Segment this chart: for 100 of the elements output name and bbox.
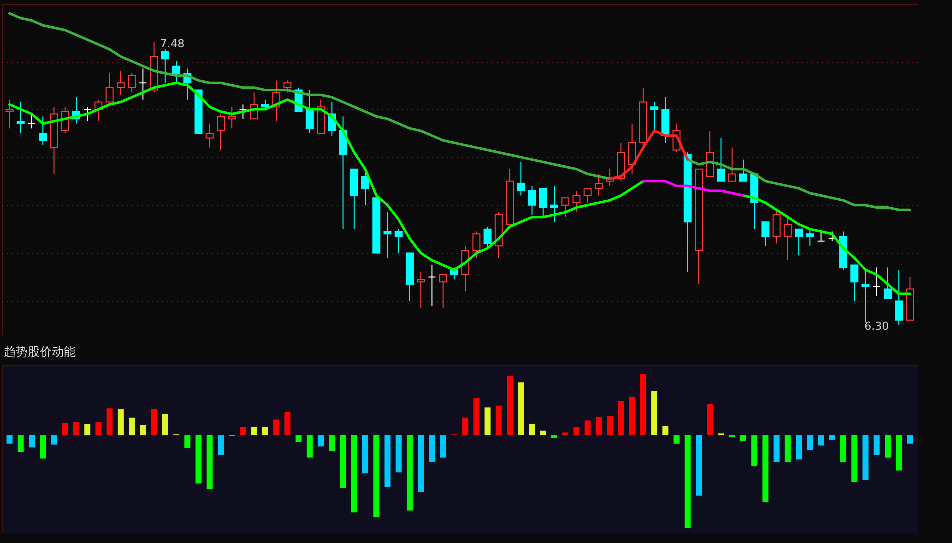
candlestick: [717, 138, 726, 182]
candlestick: [739, 159, 748, 182]
bar: [884, 436, 891, 458]
bar: [862, 436, 869, 480]
bar: [807, 436, 814, 450]
bar: [507, 376, 514, 436]
annotation: 7.48: [160, 37, 185, 50]
bar: [151, 410, 158, 436]
bar: [540, 430, 546, 436]
bar: [840, 436, 847, 462]
candlestick: [161, 49, 170, 84]
annotation: 6.30: [864, 320, 890, 334]
bar: [640, 374, 646, 436]
chart-title: 趋势股价动能: [4, 345, 76, 359]
bar: [340, 436, 346, 488]
candlestick: [206, 123, 214, 148]
candlestick: [872, 267, 881, 297]
bar: [418, 436, 424, 492]
bar: [440, 436, 446, 458]
bar: [429, 436, 436, 462]
bar: [73, 422, 80, 436]
candlestick: [517, 162, 526, 196]
bar: [762, 436, 769, 502]
bar: [852, 436, 858, 482]
bar: [140, 425, 146, 436]
bar: [829, 436, 836, 440]
candlestick: [128, 73, 136, 94]
candlestick: [139, 68, 148, 100]
bar: [629, 397, 636, 436]
candlestick: [528, 186, 536, 216]
candlestick: [384, 212, 392, 259]
bar: [674, 436, 680, 444]
bar: [118, 410, 124, 436]
candlestick: [116, 70, 125, 96]
candlestick: [439, 274, 448, 309]
bar: [784, 436, 791, 462]
bar: [84, 424, 91, 436]
bar: [196, 436, 202, 484]
candlestick: [306, 90, 314, 134]
bar: [907, 436, 914, 444]
bar: [396, 436, 402, 473]
candlestick: [628, 123, 636, 175]
bar: [384, 436, 391, 488]
candlestick: [6, 99, 14, 130]
bar: [284, 412, 291, 436]
candlestick: [795, 228, 804, 256]
candlestick: [284, 80, 292, 94]
bar: [406, 436, 413, 511]
bar: [752, 436, 758, 466]
bar: [362, 436, 369, 474]
candlestick: [762, 222, 770, 247]
candlestick: [728, 147, 736, 182]
bar: [296, 436, 302, 442]
candlestick: [584, 188, 592, 204]
bar: [618, 401, 624, 436]
bar: [329, 436, 336, 452]
candlestick: [650, 102, 659, 132]
bar: [351, 436, 358, 513]
bar: [774, 436, 780, 462]
bar: [874, 436, 880, 456]
candlestick: [772, 210, 781, 244]
bar: [206, 436, 213, 490]
bar: [318, 436, 324, 447]
candlestick: [550, 186, 558, 223]
candlestick: [228, 106, 236, 130]
candlestick: [895, 270, 904, 326]
bar: [462, 418, 469, 436]
bar: [96, 422, 102, 436]
bar: [818, 436, 824, 446]
bar: [251, 427, 258, 436]
candlestick: [84, 106, 92, 122]
bar: [662, 426, 669, 436]
candlestick: [828, 231, 836, 242]
bar: [796, 436, 802, 460]
bar: [218, 436, 224, 456]
bar: [484, 408, 491, 436]
bar: [684, 436, 691, 528]
bar: [6, 436, 13, 444]
bar: [607, 416, 614, 436]
candlestick: [394, 228, 403, 254]
bar: [51, 436, 58, 445]
candlestick: [784, 214, 792, 261]
bar: [696, 436, 702, 496]
candlestick: [562, 198, 570, 218]
candlestick: [472, 231, 481, 259]
candlestick: [216, 114, 225, 151]
bar: [129, 418, 136, 436]
bar: [740, 436, 746, 442]
bar: [574, 427, 580, 436]
candlestick: [28, 114, 36, 130]
bar: [474, 398, 480, 436]
candlestick: [39, 116, 48, 146]
candlestick: [16, 102, 25, 134]
bar: [62, 423, 68, 436]
candlestick: [817, 231, 826, 242]
candlestick: [572, 190, 581, 214]
candlestick: [428, 264, 436, 307]
bar: [374, 436, 380, 518]
bar: [40, 436, 46, 459]
candlestick: [417, 272, 426, 309]
